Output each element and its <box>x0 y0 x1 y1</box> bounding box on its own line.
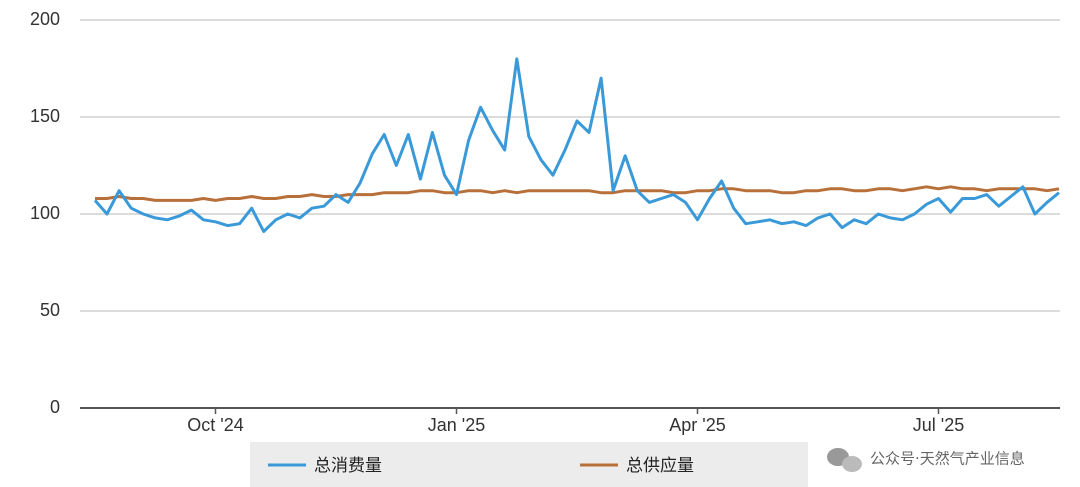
legend-label: 总消费量 <box>314 456 382 476</box>
x-tick-label: Jul '25 <box>913 415 964 435</box>
legend-label: 总供应量 <box>626 456 694 476</box>
x-tick-label: Apr '25 <box>669 415 725 435</box>
y-tick-label: 100 <box>30 203 60 223</box>
series-line <box>95 185 1060 202</box>
watermark-text: 公众号·天然气产业信息 <box>870 450 1025 468</box>
x-tick-label: Oct '24 <box>187 415 243 435</box>
y-tick-label: 0 <box>50 397 60 417</box>
y-tick-label: 200 <box>30 9 60 29</box>
series-line <box>93 57 1060 233</box>
legend-box <box>250 442 808 487</box>
y-tick-label: 150 <box>30 106 60 126</box>
y-tick-label: 50 <box>40 300 60 320</box>
watermark: 公众号·天然气产业信息 <box>827 448 1025 472</box>
x-tick-label: Jan '25 <box>428 415 485 435</box>
